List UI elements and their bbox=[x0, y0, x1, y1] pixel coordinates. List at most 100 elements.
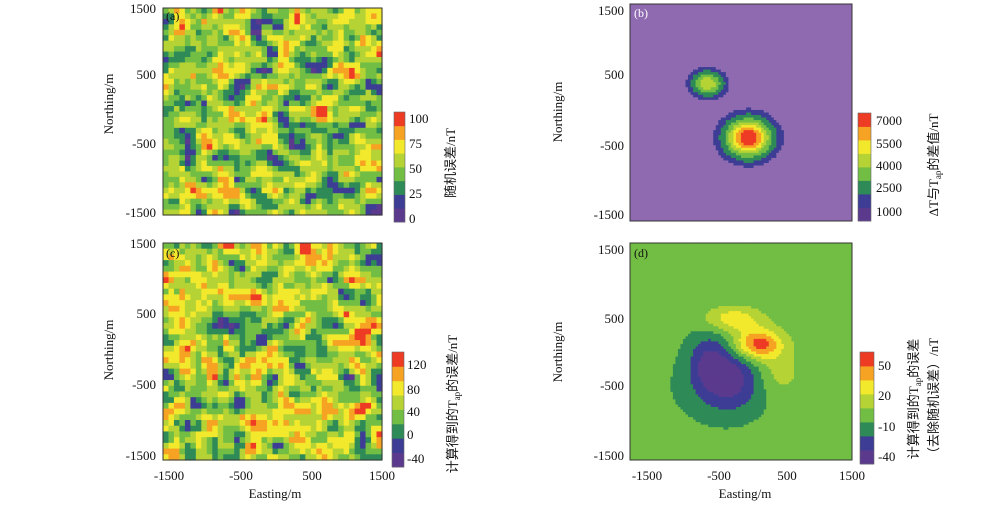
heatmap-cell bbox=[349, 73, 356, 80]
heatmap-cell bbox=[733, 87, 737, 91]
heatmap-cell bbox=[642, 26, 646, 30]
heatmap-cell bbox=[819, 97, 823, 101]
heatmap-cell bbox=[839, 67, 843, 71]
heatmap-cell bbox=[338, 100, 345, 107]
heatmap-cell bbox=[824, 54, 828, 58]
heatmap-cell bbox=[791, 89, 795, 93]
heatmap-cell bbox=[841, 92, 845, 96]
y-tick: 1500 bbox=[130, 1, 156, 16]
heatmap-cell bbox=[672, 44, 676, 48]
heatmap-cell bbox=[788, 9, 792, 13]
heatmap-cell bbox=[781, 39, 785, 43]
heatmap-cell bbox=[685, 62, 689, 66]
heatmap-cell bbox=[700, 89, 704, 93]
heatmap-cell bbox=[680, 64, 684, 68]
heatmap-cell bbox=[713, 77, 717, 81]
heatmap-cell bbox=[371, 18, 378, 25]
heatmap-cell bbox=[179, 111, 186, 118]
heatmap-cell bbox=[201, 111, 208, 118]
heatmap-cell bbox=[710, 69, 714, 73]
heatmap-cell bbox=[778, 6, 782, 10]
heatmap-cell bbox=[728, 39, 732, 43]
heatmap-cell bbox=[741, 89, 745, 93]
heatmap-cell bbox=[657, 102, 661, 106]
heatmap-cell bbox=[672, 99, 676, 103]
heatmap-cell bbox=[718, 84, 722, 88]
heatmap-cell bbox=[776, 82, 780, 86]
heatmap-cell bbox=[665, 11, 669, 15]
heatmap-cell bbox=[168, 209, 175, 216]
heatmap-cell bbox=[733, 6, 737, 10]
heatmap-cell bbox=[791, 59, 795, 63]
heatmap-cell bbox=[741, 16, 745, 20]
heatmap-cell bbox=[642, 16, 646, 20]
heatmap-cell bbox=[267, 73, 274, 80]
heatmap-cell bbox=[173, 35, 181, 42]
heatmap-cell bbox=[778, 79, 782, 83]
heatmap-cell bbox=[821, 11, 825, 15]
heatmap-cell bbox=[168, 8, 175, 15]
heatmap-cell bbox=[173, 8, 181, 15]
heatmap-cell bbox=[316, 35, 323, 42]
heatmap-cell bbox=[816, 54, 820, 58]
heatmap-cell bbox=[836, 84, 840, 88]
heatmap-cell bbox=[738, 24, 742, 28]
heatmap-cell bbox=[245, 193, 252, 200]
heatmap-cell bbox=[685, 4, 689, 8]
heatmap-cell bbox=[761, 51, 765, 55]
heatmap-cell bbox=[327, 204, 334, 211]
heatmap-cell bbox=[799, 89, 803, 93]
heatmap-cell bbox=[834, 94, 838, 98]
heatmap-cell bbox=[316, 155, 323, 162]
heatmap-cell bbox=[327, 171, 334, 178]
heatmap-cell bbox=[321, 122, 328, 129]
heatmap-cell bbox=[305, 89, 312, 96]
heatmap-cell bbox=[645, 69, 649, 73]
heatmap-cell bbox=[680, 9, 684, 13]
heatmap-cell bbox=[720, 97, 724, 101]
heatmap-cell bbox=[799, 56, 803, 61]
heatmap-cell bbox=[695, 24, 699, 28]
heatmap-cell bbox=[261, 187, 268, 194]
heatmap-cell bbox=[791, 94, 795, 98]
heatmap-cell bbox=[321, 133, 328, 140]
heatmap-cell bbox=[338, 40, 345, 47]
heatmap-cell bbox=[778, 59, 782, 63]
heatmap-cell bbox=[710, 26, 714, 30]
heatmap-cell bbox=[635, 4, 639, 8]
heatmap-cell bbox=[672, 9, 676, 13]
heatmap-cell bbox=[700, 72, 704, 76]
heatmap-cell bbox=[228, 106, 235, 113]
heatmap-cell bbox=[849, 16, 853, 20]
heatmap-cell bbox=[250, 209, 257, 216]
heatmap-cell bbox=[310, 198, 317, 205]
heatmap-cell bbox=[776, 44, 780, 48]
heatmap-cell bbox=[168, 155, 175, 162]
heatmap-cell bbox=[801, 39, 805, 43]
heatmap-cell bbox=[250, 35, 257, 42]
heatmap-cell bbox=[645, 97, 649, 101]
heatmap-cell bbox=[783, 87, 787, 91]
heatmap-cell bbox=[753, 26, 757, 30]
heatmap-cell bbox=[741, 29, 745, 33]
heatmap-cell bbox=[698, 9, 702, 13]
heatmap-cell bbox=[637, 49, 641, 53]
heatmap-cell bbox=[705, 29, 709, 33]
heatmap-cell bbox=[354, 155, 361, 162]
heatmap-cell bbox=[771, 82, 775, 86]
heatmap-cell bbox=[332, 138, 339, 145]
heatmap-cell bbox=[332, 155, 339, 162]
heatmap-cell bbox=[730, 46, 734, 50]
heatmap-cell bbox=[829, 21, 833, 25]
heatmap-cell bbox=[650, 99, 654, 103]
heatmap-cell bbox=[786, 77, 790, 81]
heatmap-cell bbox=[839, 72, 843, 76]
heatmap-cell bbox=[698, 44, 702, 48]
heatmap-cell bbox=[756, 39, 760, 43]
heatmap-cell bbox=[791, 56, 795, 61]
heatmap-cell bbox=[190, 18, 197, 25]
heatmap-cell bbox=[700, 62, 704, 66]
heatmap-cell bbox=[713, 69, 717, 73]
heatmap-cell bbox=[786, 14, 790, 18]
heatmap-cell bbox=[846, 67, 850, 71]
